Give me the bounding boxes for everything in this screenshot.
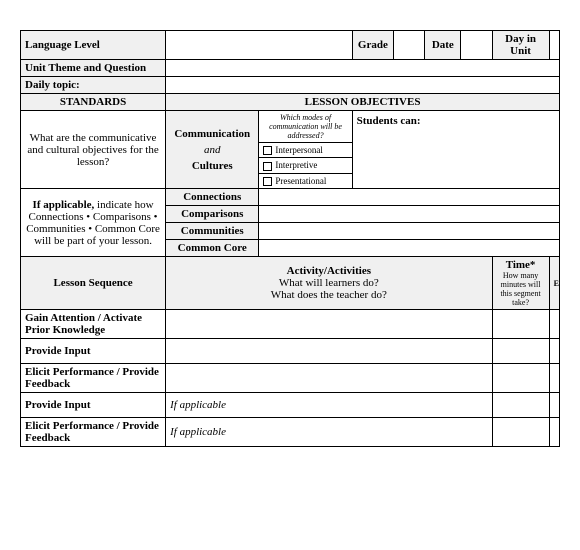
seq-activity-1[interactable] [166,310,492,339]
activity-heading: Activity/Activities What will learners d… [166,257,492,310]
connections-label: Connections [166,189,259,206]
seq-time-4[interactable] [492,393,549,418]
seq-activity-3[interactable] [166,364,492,393]
day-in-unit-label: Day in Unit [492,31,549,60]
seq-activity-5[interactable]: If applicable [166,418,492,447]
modes-question: Which modes of communication will be add… [259,111,352,143]
objectives-heading: LESSON OBJECTIVES [166,94,560,111]
unit-theme-field[interactable] [166,60,560,77]
day-in-unit-field[interactable] [549,31,559,60]
seq-extra-4[interactable] [549,393,559,418]
seq-row-elicit-2: Elicit Performance / Provide Feedback [21,418,166,447]
communities-field[interactable] [259,223,560,240]
time-heading: Time* How many minutes will this segment… [492,257,549,310]
comm-and: and [170,144,254,156]
standards-q2: If applicable, indicate how Connections … [21,189,166,257]
seq-row-gain-attention: Gain Attention / Activate Prior Knowledg… [21,310,166,339]
extra-heading: E [549,257,559,310]
lesson-sequence-heading: Lesson Sequence [21,257,166,310]
mode-interpersonal[interactable]: Interpersonal [259,143,352,158]
mode-interpretive[interactable]: Interpretive [259,158,352,173]
language-level-label: Language Level [21,31,166,60]
commoncore-label: Common Core [166,240,259,257]
communities-label: Communities [166,223,259,240]
daily-topic-field[interactable] [166,77,560,94]
students-can-label: Students can: [357,115,421,127]
grade-label: Grade [352,31,393,60]
language-level-field[interactable] [166,31,353,60]
seq-time-5[interactable] [492,418,549,447]
mode-presentational[interactable]: Presentational [259,173,352,188]
seq-extra-5[interactable] [549,418,559,447]
seq-time-2[interactable] [492,339,549,364]
standards-heading: STANDARDS [21,94,166,111]
daily-topic-label: Daily topic: [21,77,166,94]
comm-label: Communication [170,128,254,140]
seq-row-elicit-1: Elicit Performance / Provide Feedback [21,364,166,393]
grade-field[interactable] [394,31,425,60]
seq-activity-4[interactable]: If applicable [166,393,492,418]
seq-row-provide-input-2: Provide Input [21,393,166,418]
lesson-plan-table: Language Level Grade Date Day in Unit Un… [20,30,560,447]
seq-time-3[interactable] [492,364,549,393]
seq-activity-2[interactable] [166,339,492,364]
commoncore-field[interactable] [259,240,560,257]
checkbox-icon[interactable] [263,162,272,171]
cultures-label: Cultures [170,160,254,172]
seq-time-1[interactable] [492,310,549,339]
checkbox-icon[interactable] [263,177,272,186]
seq-row-provide-input-1: Provide Input [21,339,166,364]
students-can-cell[interactable]: Students can: [352,111,559,189]
date-label: Date [425,31,461,60]
connections-field[interactable] [259,189,560,206]
comm-cultures-cell: Communication and Cultures [166,111,259,189]
seq-extra-1[interactable] [549,310,559,339]
checkbox-icon[interactable] [263,146,272,155]
date-field[interactable] [461,31,492,60]
comparisons-field[interactable] [259,206,560,223]
comparisons-label: Comparisons [166,206,259,223]
seq-extra-2[interactable] [549,339,559,364]
standards-q1: What are the communicative and cultural … [21,111,166,189]
unit-theme-label: Unit Theme and Question [21,60,166,77]
seq-extra-3[interactable] [549,364,559,393]
